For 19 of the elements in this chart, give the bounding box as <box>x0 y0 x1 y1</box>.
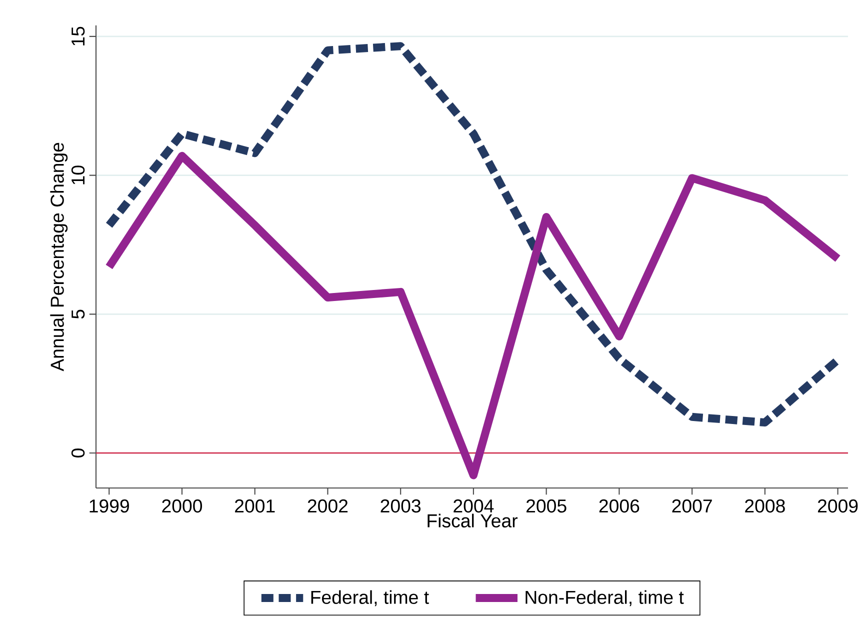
y-tick-label: 15 <box>72 26 85 46</box>
y-tick-label: 0 <box>71 448 85 458</box>
x-axis-title: Fiscal Year <box>428 514 518 528</box>
y-tick-label: 10 <box>71 166 85 184</box>
x-tick-label: 2009 <box>818 499 858 513</box>
x-tick-label: 2002 <box>308 499 348 513</box>
x-tick-label: 1999 <box>90 499 129 513</box>
legend-label: Federal, time t <box>311 590 429 606</box>
x-tick-label: 2007 <box>672 499 712 513</box>
x-tick-label: 2000 <box>162 499 202 513</box>
x-tick-label: 2001 <box>235 499 275 513</box>
x-tick-label: 2006 <box>599 499 640 513</box>
y-tick-label: 5 <box>72 310 85 319</box>
legend-label: Non-Federal, time t <box>526 590 684 606</box>
x-tick-label: 2003 <box>380 499 421 513</box>
x-tick-label: 2005 <box>526 499 566 513</box>
x-tick-label: 2004 <box>454 499 494 513</box>
y-axis-title: Annual Percentage Change <box>50 142 68 372</box>
x-tick-label: 2008 <box>745 499 785 513</box>
